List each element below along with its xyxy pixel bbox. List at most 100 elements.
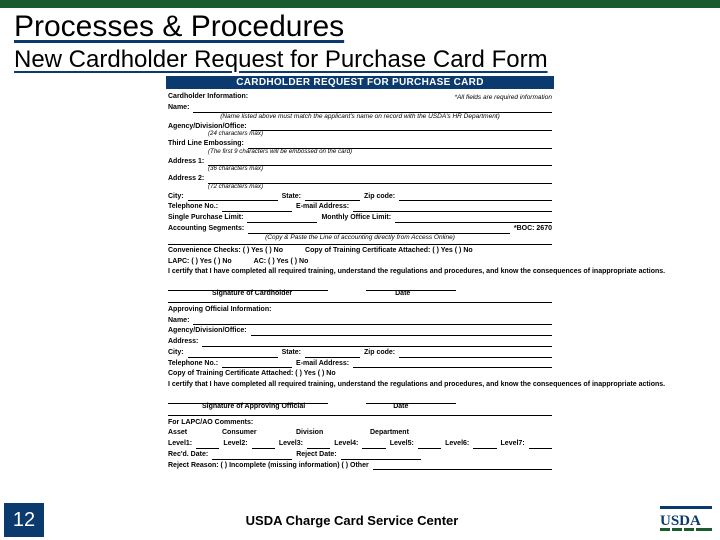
ao-email-blank	[353, 360, 552, 368]
page-number: 12	[4, 503, 44, 537]
boc-label: *BOC: 2670	[514, 225, 552, 234]
ao-email-label: E-mail Address:	[296, 360, 349, 369]
sig-cardholder-label: Signature of Cardholder	[212, 290, 292, 299]
ao-zip-label: Zip code:	[364, 349, 395, 358]
email-label: E-mail Address:	[296, 203, 349, 212]
section2-heading: Approving Official Information:	[168, 306, 552, 315]
h-consumer: Consumer	[222, 429, 292, 438]
form-preview: CARDHOLDER REQUEST FOR PURCHASE CARD Car…	[166, 76, 554, 472]
lvl1: Level1:	[168, 440, 192, 449]
monthly-limit-label: Monthly Office Limit:	[321, 214, 391, 223]
divider-2	[168, 415, 552, 416]
recd-date-label: Rec'd. Date:	[168, 451, 208, 460]
ao-phone-blank	[222, 360, 292, 368]
lvl3: Level3:	[279, 440, 303, 449]
reject-date-label: Reject Date:	[296, 451, 336, 460]
form-banner: CARDHOLDER REQUEST FOR PURCHASE CARD	[166, 76, 554, 89]
footer-text: USDA Charge Card Service Center	[44, 513, 660, 528]
ac-label: AC: ( ) Yes ( ) No	[254, 258, 309, 267]
ao-zip-blank	[399, 350, 552, 358]
single-limit-blank	[247, 215, 317, 223]
thirdline-hint: (The first 9 characters will be embossed…	[168, 148, 552, 156]
section3-heading: For LAPC/AO Comments:	[168, 419, 552, 428]
certify2: I certify that I have completed all requ…	[168, 381, 552, 390]
reject-reason-label: Reject Reason: ( ) Incomplete (missing i…	[168, 462, 369, 471]
name-blank	[193, 105, 552, 113]
h-department: Department	[370, 429, 409, 438]
top-green-bar	[0, 0, 720, 8]
sig-ao-label: Signature of Approving Official	[202, 403, 305, 412]
addr2-hint: (72 characters max)	[168, 183, 552, 191]
lvl5-blank	[418, 441, 441, 449]
footer: 12 USDA Charge Card Service Center USDA	[0, 500, 720, 540]
ao-city-label: City:	[168, 349, 184, 358]
lvl6-blank	[473, 441, 496, 449]
reject-date-blank	[341, 452, 421, 460]
lvl2: Level2:	[223, 440, 247, 449]
acct-seg-blank	[248, 226, 510, 234]
acct-seg-line	[168, 244, 552, 245]
acct-seg-label: Accounting Segments:	[168, 225, 244, 234]
state-label: State:	[282, 193, 301, 202]
lvl4-blank	[362, 441, 385, 449]
lvl4: Level4:	[334, 440, 358, 449]
ao-name-blank	[193, 317, 552, 325]
addr1-label: Address 1:	[168, 158, 204, 167]
form-body: Cardholder Information: *All fields are …	[166, 89, 554, 472]
ao-addr-label: Address:	[168, 338, 198, 347]
date-label-1: Date	[395, 290, 410, 299]
lvl7: Level7:	[501, 440, 525, 449]
recd-date-blank	[212, 452, 292, 460]
usda-logo-icon: USDA	[660, 504, 712, 536]
logo-text: USDA	[660, 513, 701, 529]
lvl1-blank	[196, 441, 219, 449]
ao-state-label: State:	[282, 349, 301, 358]
state-blank	[305, 193, 360, 201]
required-note: *All fields are required information	[454, 94, 552, 102]
ao-training-label: Copy of Training Certificate Attached: (…	[168, 370, 336, 379]
ao-addr-blank	[202, 339, 552, 347]
single-limit-label: Single Purchase Limit:	[168, 214, 243, 223]
agency-blank	[251, 123, 552, 131]
lvl6: Level6:	[445, 440, 469, 449]
name-note: (Name listed above must match the applic…	[168, 113, 552, 121]
monthly-limit-blank	[395, 215, 552, 223]
date-label-2: Date	[393, 403, 408, 412]
sig-cardholder-date-line	[366, 283, 456, 291]
city-blank	[188, 193, 278, 201]
name-label: Name:	[168, 104, 189, 113]
slide-title: Processes & Procedures	[0, 8, 720, 44]
reject-reason-blank	[373, 462, 552, 470]
ao-agency-label: Agency/Division/Office:	[168, 327, 247, 336]
addr2-label: Address 2:	[168, 175, 204, 184]
lvl5: Level5:	[390, 440, 414, 449]
sig-ao-date-line	[366, 396, 456, 404]
lvl7-blank	[529, 441, 552, 449]
ao-name-label: Name:	[168, 317, 189, 326]
email-blank	[353, 204, 552, 212]
divider-1	[168, 302, 552, 303]
ao-agency-blank	[251, 328, 552, 336]
section1-heading: Cardholder Information:	[168, 93, 248, 102]
lapc-label: LAPC: ( ) Yes ( ) No	[168, 258, 232, 267]
slide: Processes & Procedures New Cardholder Re…	[0, 0, 720, 540]
slide-subtitle: New Cardholder Request for Purchase Card…	[0, 44, 720, 74]
ao-city-blank	[188, 350, 278, 358]
ao-state-blank	[305, 350, 360, 358]
phone-blank	[222, 204, 292, 212]
phone-label: Telephone No.:	[168, 203, 218, 212]
city-label: City:	[168, 193, 184, 202]
lvl2-blank	[252, 441, 275, 449]
h-asset: Asset	[168, 429, 218, 438]
ao-phone-label: Telephone No.:	[168, 360, 218, 369]
zip-label: Zip code:	[364, 193, 395, 202]
acct-seg-note: (Copy & Paste the Line of accounting dir…	[168, 234, 552, 242]
h-division: Division	[296, 429, 366, 438]
training-attached-label: Copy of Training Certificate Attached: (…	[305, 247, 473, 256]
agency-hint: (24 characters max)	[168, 130, 552, 138]
conv-check-label: Convenience Checks: ( ) Yes ( ) No	[168, 247, 283, 256]
lvl3-blank	[307, 441, 330, 449]
zip-blank	[399, 193, 552, 201]
addr1-hint: (36 characters max)	[168, 165, 552, 173]
certify1: I certify that I have completed all requ…	[168, 268, 552, 277]
